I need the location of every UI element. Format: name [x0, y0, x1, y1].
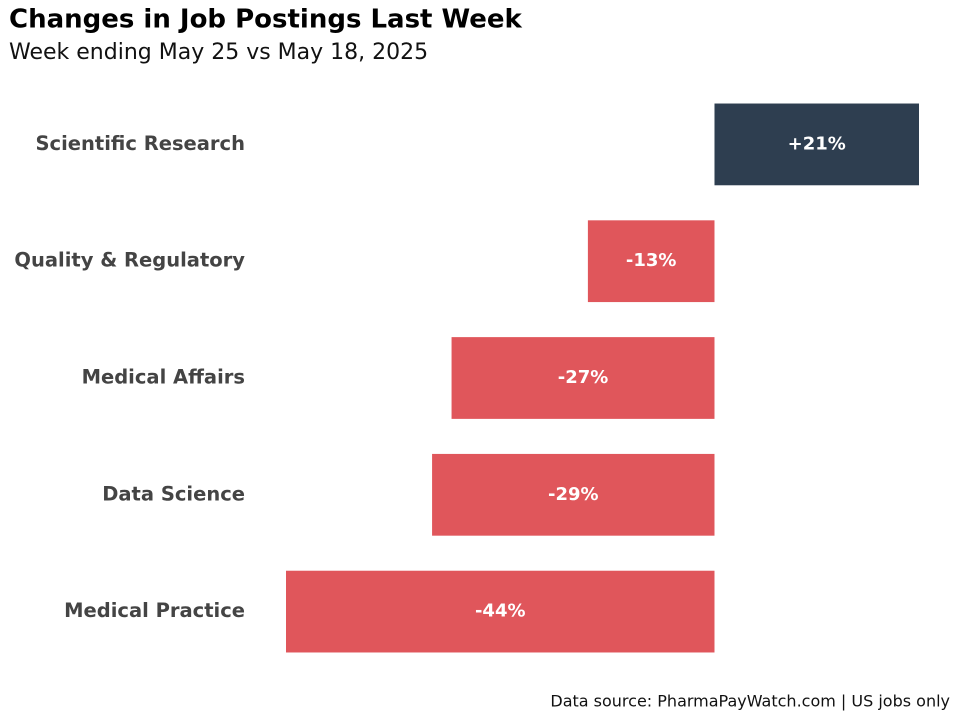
- value-label: -29%: [548, 484, 599, 505]
- category-label: Medical Practice: [64, 599, 245, 622]
- bar: [451, 337, 715, 419]
- category-label: Data Science: [102, 482, 245, 505]
- chart-title: Changes in Job Postings Last Week: [9, 5, 523, 35]
- category-label: Quality & Regulatory: [14, 249, 245, 272]
- category-label: Medical Affairs: [82, 366, 245, 389]
- value-label: -13%: [626, 250, 677, 271]
- category-label: Scientific Research: [36, 132, 246, 155]
- bar: [432, 453, 715, 536]
- value-label: +21%: [788, 133, 846, 154]
- source-note: Data source: PharmaPayWatch.com | US job…: [550, 692, 950, 711]
- bar: [286, 570, 715, 653]
- bar: [714, 103, 919, 186]
- value-label: -44%: [475, 601, 526, 622]
- bar: [587, 220, 715, 303]
- chart-subtitle: Week ending May 25 vs May 18, 2025: [9, 40, 428, 65]
- value-label: -27%: [558, 367, 609, 388]
